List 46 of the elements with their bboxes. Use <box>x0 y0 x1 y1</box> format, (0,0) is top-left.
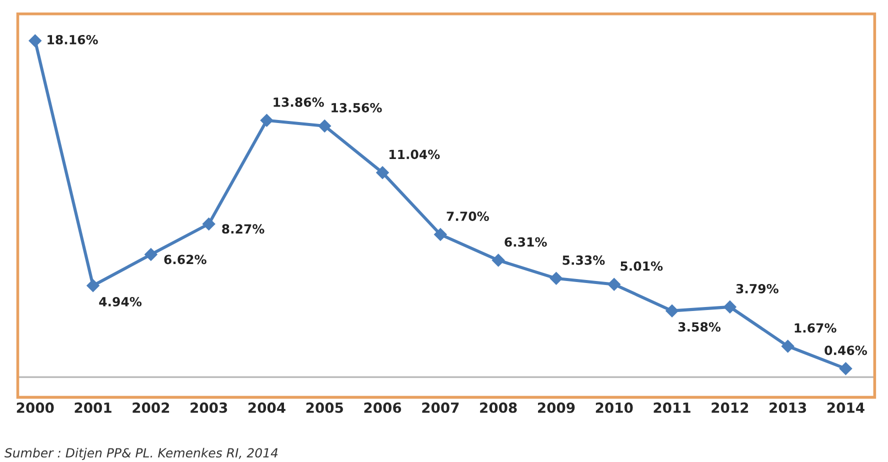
point <box>839 362 852 376</box>
point <box>781 340 794 353</box>
data-label: 0.46% <box>824 346 868 356</box>
x-tick-label: 2013 <box>770 402 806 413</box>
x-tick-label: 2000 <box>16 402 54 413</box>
data-label: 3.79% <box>736 284 778 294</box>
x-tick-label: 2006 <box>364 402 402 413</box>
data-label: 1.67% <box>794 323 836 333</box>
point <box>550 272 563 285</box>
x-tick-label: 2002 <box>132 402 170 413</box>
x-tick-label: 2007 <box>422 402 459 413</box>
point <box>144 248 158 261</box>
point <box>86 279 100 292</box>
data-label: 4.94% <box>99 296 142 306</box>
point <box>724 300 736 314</box>
x-tick-label: 2009 <box>538 402 575 413</box>
x-tick-label: 2012 <box>712 402 748 413</box>
point <box>318 120 332 132</box>
x-tick-label: 2010 <box>596 402 633 413</box>
x-tick-label: 2014 <box>828 402 864 413</box>
point <box>260 114 274 127</box>
x-tick-label: 2004 <box>248 402 286 413</box>
data-label: 6.31% <box>504 237 547 247</box>
point <box>492 254 505 267</box>
point <box>666 304 678 318</box>
point <box>376 166 389 180</box>
point <box>202 218 216 230</box>
data-label: 3.58% <box>678 322 721 332</box>
point <box>28 34 42 48</box>
data-label: 13.86% <box>274 97 324 107</box>
data-label: 13.56% <box>332 102 382 112</box>
x-tick-label: 2003 <box>190 402 228 413</box>
data-label: 11.04% <box>389 150 440 160</box>
x-tick-label: 2011 <box>654 402 690 413</box>
x-tick-label: 2008 <box>480 402 517 413</box>
data-label: 8.27% <box>222 224 264 234</box>
x-tick-label: 2005 <box>306 402 343 413</box>
point <box>434 228 447 241</box>
data-label: 6.62% <box>164 254 206 264</box>
data-label: 18.16% <box>48 34 98 44</box>
x-tick-label: 2001 <box>74 402 112 413</box>
data-label: 5.33% <box>562 255 605 265</box>
data-label: 5.01% <box>620 261 663 271</box>
data-label: 7.70% <box>446 212 489 221</box>
text: Sumber : Ditjen PP& PL. Kemenkes RI, 2014 <box>4 448 278 460</box>
point <box>608 278 621 291</box>
